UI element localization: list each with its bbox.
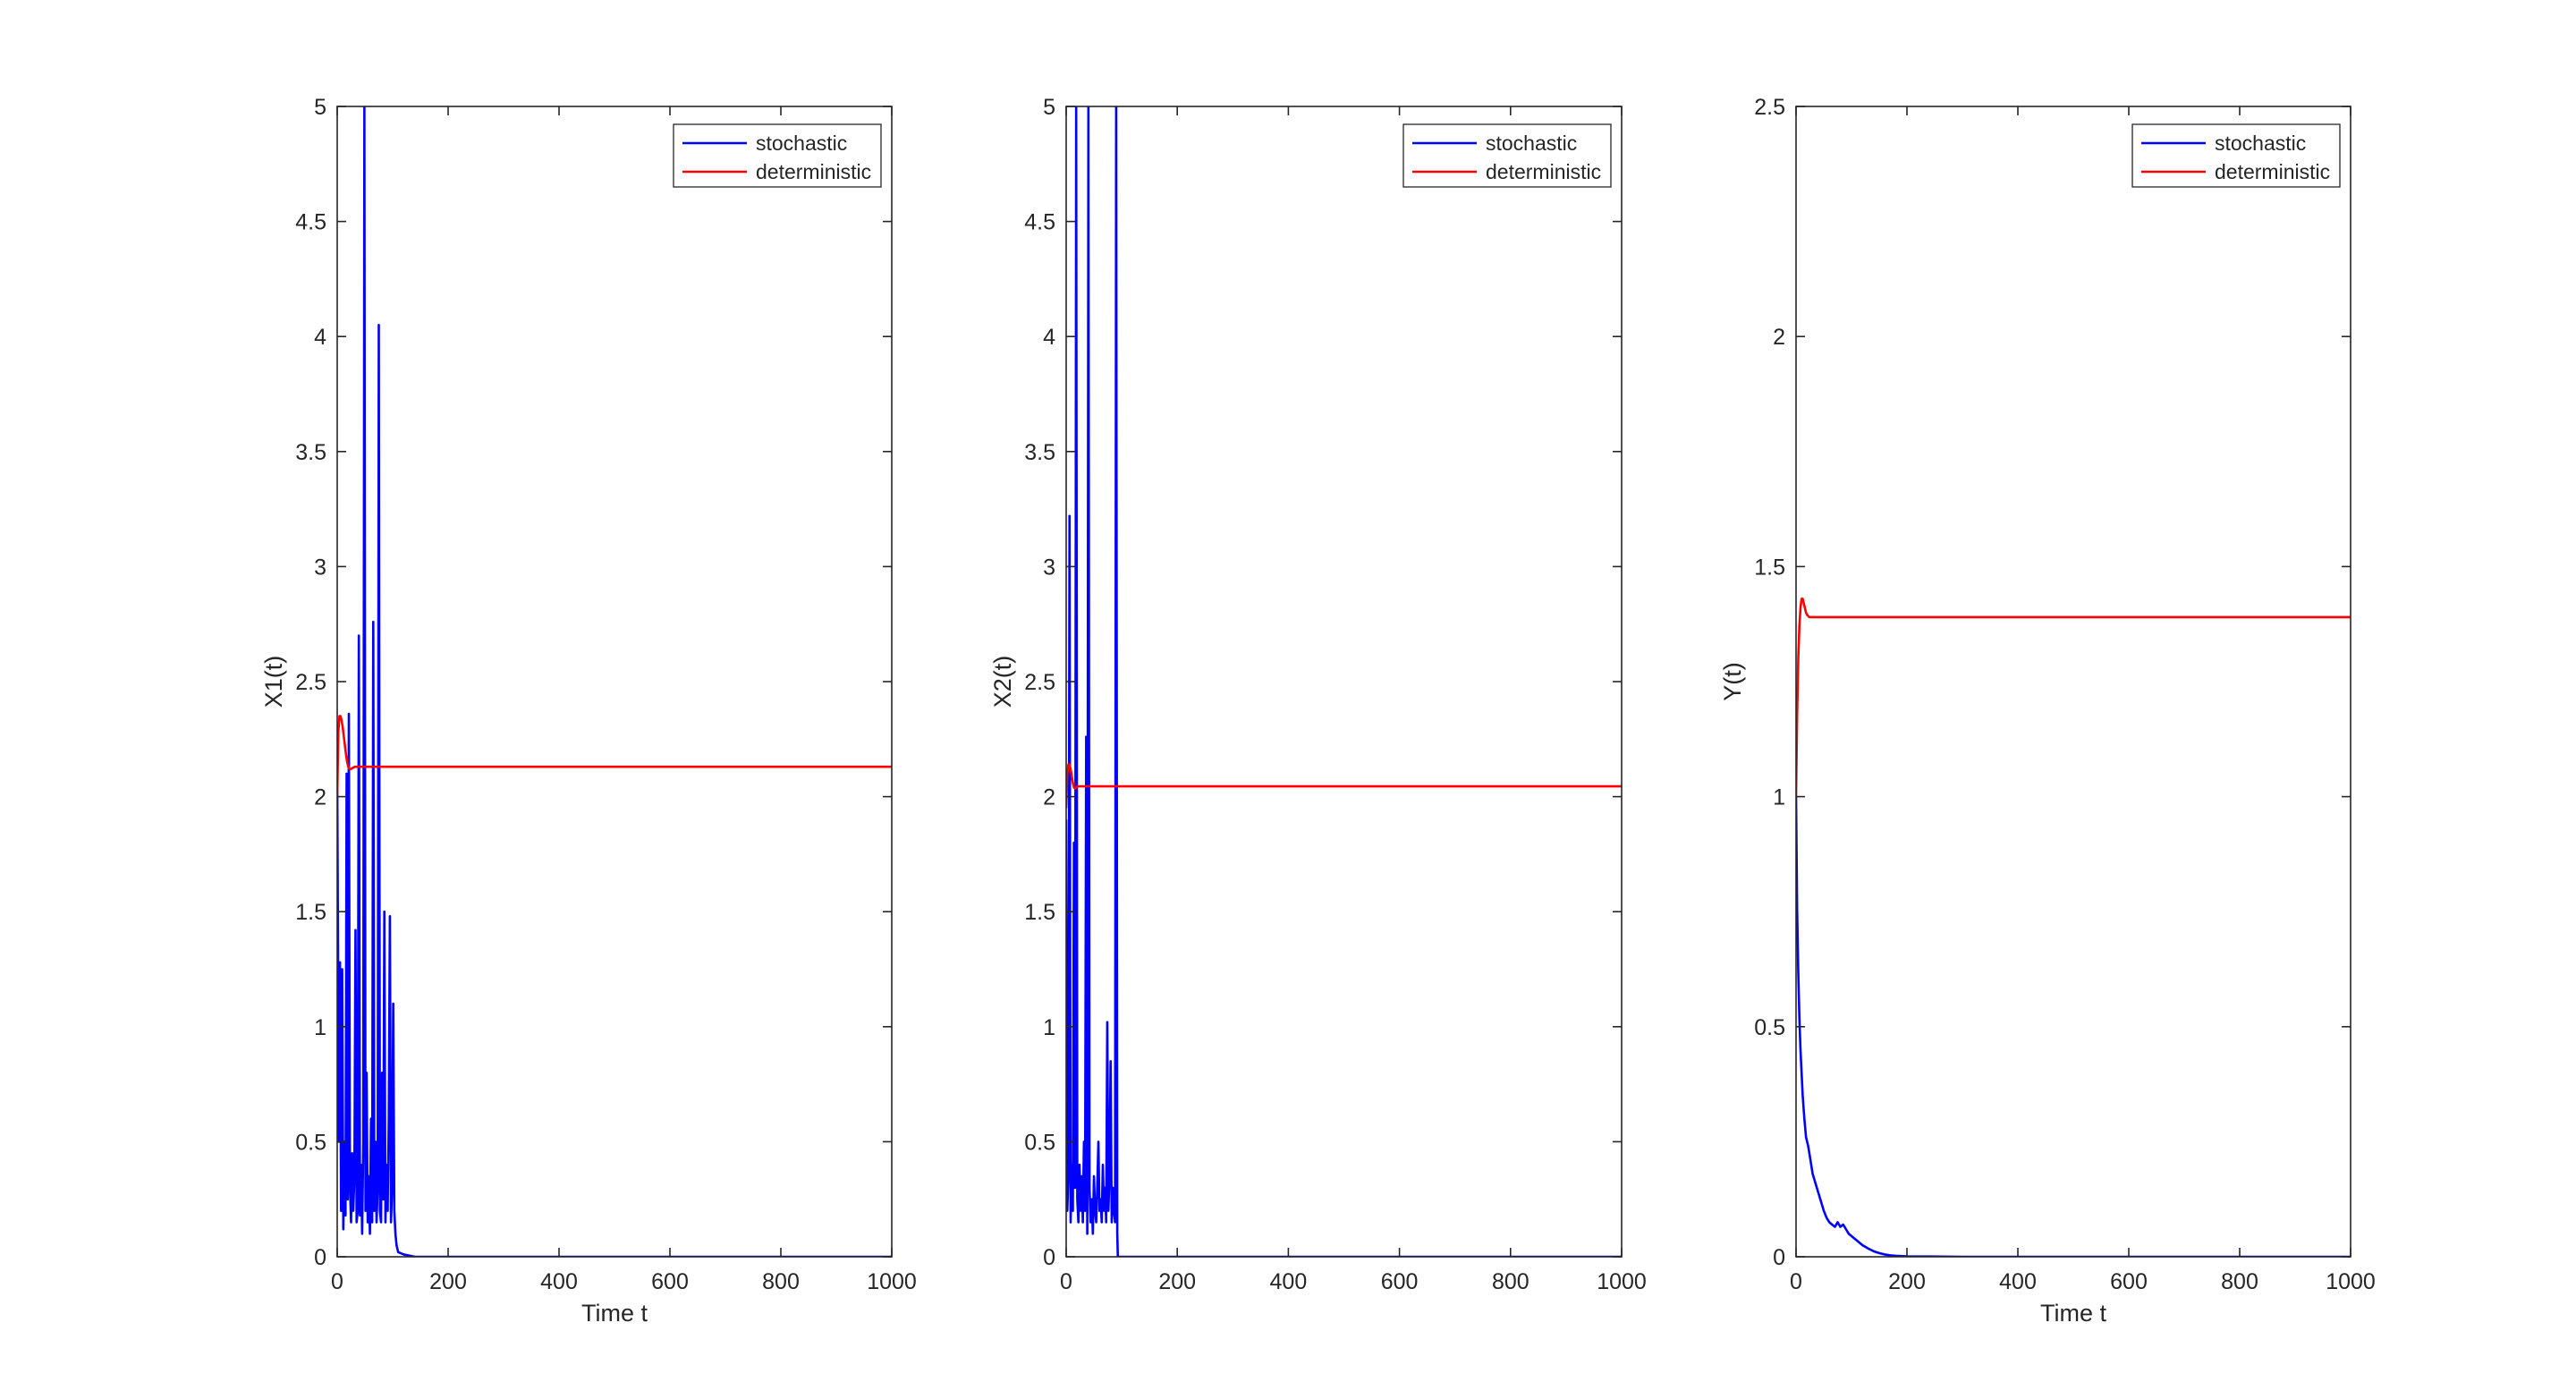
y-tick-label: 1: [1043, 1015, 1055, 1040]
legend: stochastic deterministic: [2131, 123, 2341, 188]
y-tick-label: 3.5: [1024, 440, 1055, 465]
series-line-deterministic: [337, 715, 892, 797]
legend-label-stochastic: stochastic: [1486, 131, 1577, 155]
legend-label-stochastic: stochastic: [756, 131, 847, 155]
x-tick-label: 800: [1492, 1269, 1530, 1294]
y-axis-label: X2(t): [989, 656, 1016, 708]
series-line-stochastic: [1796, 796, 2351, 1257]
plot-area: [337, 106, 892, 1257]
plot-panel-3: 0 200 400 600 800 1000 0 0.5 1 1.5 2 2.5 Time t Y(t) s…: [1719, 95, 2376, 1327]
y-tick-label: 2.5: [1024, 670, 1055, 695]
y-tick-label: 0.5: [295, 1130, 326, 1155]
legend-box: [673, 123, 882, 188]
y-tick-label: 3: [314, 555, 326, 580]
y-tick-label: 2: [1043, 785, 1055, 810]
legend: stochastic deterministic: [673, 123, 882, 188]
plot-area: [1066, 106, 1622, 1257]
legend-box: [2131, 123, 2341, 188]
legend: stochastic deterministic: [1402, 123, 1612, 188]
x-tick-label: 800: [762, 1269, 800, 1294]
y-tick-label: 3: [1043, 555, 1055, 580]
y-tick-label: 1: [314, 1015, 326, 1040]
x-tick-label: 400: [1999, 1269, 2037, 1294]
x-tick-label: 0: [331, 1269, 343, 1294]
legend-label-stochastic: stochastic: [2215, 131, 2306, 155]
plot-panel-1: 0 200 400 600 800 1000 0 0.5 1 1.5 2 2.5 3 3.5 4 4.5 5 Ti…: [260, 95, 917, 1327]
series-line-deterministic: [1796, 598, 2351, 797]
y-tick-label: 0: [314, 1245, 326, 1270]
x-tick-label: 200: [1158, 1269, 1196, 1294]
x-axis-label: Time t: [581, 1300, 648, 1327]
x-tick-label: 600: [2110, 1269, 2148, 1294]
x-tick-label: 200: [1888, 1269, 1926, 1294]
series-group: [337, 106, 892, 1257]
y-tick-label: 0.5: [1754, 1015, 1785, 1040]
y-tick-label: 2.5: [1754, 95, 1785, 120]
legend-box: [1402, 123, 1612, 188]
series-line-stochastic: [337, 106, 892, 1257]
y-tick-label: 5: [1043, 95, 1055, 120]
y-tick-label: 4.5: [295, 210, 326, 235]
x-tick-label: 400: [540, 1269, 578, 1294]
series-group: [1796, 598, 2351, 1257]
y-tick-label: 1.5: [1024, 900, 1055, 925]
y-tick-label: 4: [314, 325, 326, 350]
legend-label-deterministic: deterministic: [1486, 160, 1601, 183]
y-tick-label: 4: [1043, 325, 1055, 350]
y-tick-label: 2.5: [295, 670, 326, 695]
x-tick-label: 0: [1790, 1269, 1802, 1294]
x-tick-label: 400: [1270, 1269, 1308, 1294]
y-tick-label: 5: [314, 95, 326, 120]
series-line-stochastic: [1066, 106, 1622, 1257]
x-tick-label: 1000: [2326, 1269, 2376, 1294]
x-axis-label: Time t: [2040, 1300, 2106, 1327]
y-tick-label: 1: [1773, 785, 1785, 810]
x-tick-label: 1000: [867, 1269, 917, 1294]
y-tick-label: 3.5: [295, 440, 326, 465]
x-tick-label: 1000: [1597, 1269, 1647, 1294]
legend-label-deterministic: deterministic: [756, 160, 871, 183]
series-group: [1066, 106, 1622, 1257]
x-tick-label: 0: [1060, 1269, 1072, 1294]
y-axis-label: Y(t): [1719, 662, 1746, 701]
y-axis-label: X1(t): [260, 656, 287, 708]
x-tick-label: 600: [1381, 1269, 1419, 1294]
x-tick-label: 600: [651, 1269, 689, 1294]
plot-panel-2: 0 200 400 600 800 1000 0 0.5 1 1.5 2 2.5 3 3.5 4 4.5 5 X2…: [989, 95, 1647, 1294]
x-tick-label: 800: [2221, 1269, 2258, 1294]
x-tick-label: 200: [429, 1269, 467, 1294]
legend-label-deterministic: deterministic: [2215, 160, 2330, 183]
y-tick-label: 4.5: [1024, 210, 1055, 235]
y-tick-label: 0.5: [1024, 1130, 1055, 1155]
y-tick-label: 2: [314, 785, 326, 810]
axes-box: [1795, 106, 2351, 1258]
plot-area: [1796, 106, 2351, 1257]
y-tick-label: 1.5: [1754, 555, 1785, 580]
y-tick-label: 0: [1043, 1245, 1055, 1270]
y-tick-label: 2: [1773, 325, 1785, 350]
y-tick-label: 0: [1773, 1245, 1785, 1270]
series-line-deterministic: [1066, 763, 1622, 809]
y-tick-label: 1.5: [295, 900, 326, 925]
